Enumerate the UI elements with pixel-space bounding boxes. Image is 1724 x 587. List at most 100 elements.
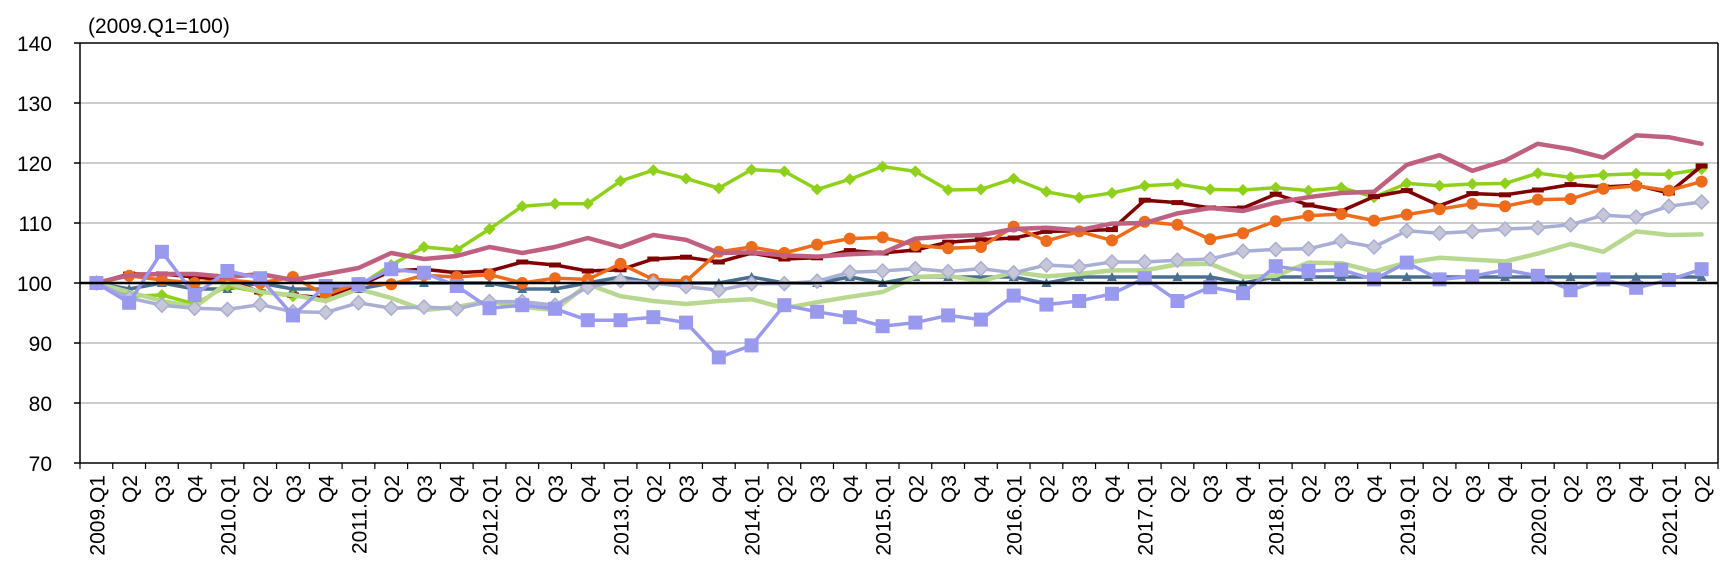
data-point — [680, 254, 693, 260]
series-8 — [89, 244, 1709, 365]
data-point — [1693, 193, 1710, 211]
data-point — [1531, 193, 1544, 206]
data-point — [940, 263, 957, 280]
data-point — [1269, 181, 1282, 194]
data-point — [843, 248, 856, 254]
data-point — [1660, 198, 1677, 215]
data-point — [252, 296, 269, 313]
data-point — [1072, 294, 1087, 308]
data-point — [515, 298, 530, 313]
data-point — [1074, 272, 1085, 281]
data-point — [1499, 200, 1512, 213]
x-tick-label: Q2 — [1299, 475, 1322, 503]
x-tick-label: Q2 — [774, 475, 797, 503]
data-point — [1465, 269, 1480, 284]
x-tick-label: 2013.Q1 — [611, 475, 634, 556]
data-point — [1269, 191, 1282, 197]
data-point — [842, 310, 857, 325]
data-point — [549, 197, 562, 210]
x-tick-label: Q3 — [1069, 475, 1092, 503]
data-point — [1399, 255, 1414, 270]
data-point — [1466, 197, 1479, 210]
data-point — [1103, 253, 1121, 271]
y-tick-label: 90 — [29, 333, 52, 356]
data-point — [1205, 272, 1216, 281]
x-tick-label: 2020.Q1 — [1528, 475, 1551, 556]
data-point — [581, 197, 594, 210]
data-point — [1038, 256, 1055, 274]
data-point — [1400, 177, 1413, 190]
data-point — [1073, 191, 1086, 204]
x-tick-label: Q3 — [545, 475, 568, 503]
data-point — [1071, 258, 1088, 275]
data-point — [1628, 208, 1645, 226]
data-point — [876, 160, 889, 173]
x-tick-label: Q4 — [185, 475, 208, 503]
data-point — [1106, 272, 1117, 281]
data-point — [220, 264, 235, 278]
y-tick-label: 80 — [29, 393, 52, 416]
data-point — [941, 308, 956, 323]
data-point — [187, 288, 202, 302]
data-point — [1302, 209, 1315, 222]
data-point — [1695, 175, 1708, 188]
data-point — [1563, 283, 1578, 298]
x-tick-label: 2011.Q1 — [348, 475, 371, 554]
series-line — [94, 133, 1704, 286]
data-point — [219, 301, 236, 318]
data-point — [1694, 262, 1709, 277]
data-point — [1105, 187, 1118, 199]
x-axis-tick-labels: 2009.Q1 Q2 Q3 Q4 2010.Q1 Q2 Q3 Q4 2011.Q1 Q2 Q3 Q4 2… — [86, 475, 1714, 556]
x-tick-label: Q2 — [381, 475, 404, 503]
data-point — [1302, 184, 1315, 197]
x-tick-label: Q2 — [1036, 475, 1059, 503]
data-point — [843, 173, 856, 186]
data-point — [1335, 181, 1348, 194]
data-point — [1204, 233, 1217, 246]
data-point — [1496, 220, 1514, 238]
data-point — [1039, 297, 1054, 312]
data-point — [974, 241, 987, 253]
data-point — [1401, 272, 1412, 281]
x-tick-label: Q4 — [1102, 475, 1125, 503]
x-tick-label: Q4 — [1233, 475, 1256, 503]
data-point — [811, 183, 824, 196]
data-point — [710, 282, 727, 299]
x-tick-label: Q2 — [643, 475, 666, 503]
data-point — [1137, 271, 1152, 286]
data-point — [1499, 177, 1512, 190]
data-point — [318, 279, 333, 293]
data-point — [516, 259, 529, 265]
data-point — [1301, 264, 1316, 278]
x-tick-label: Q4 — [971, 475, 994, 503]
data-point — [1564, 193, 1577, 205]
y-tick-label: 110 — [19, 213, 52, 236]
data-point — [1006, 288, 1021, 303]
data-point — [1498, 262, 1513, 277]
data-point — [1302, 202, 1315, 208]
data-point — [1696, 272, 1707, 281]
data-point — [942, 184, 955, 196]
data-point — [1236, 184, 1249, 196]
x-tick-label: Q2 — [512, 475, 535, 503]
data-point — [1236, 227, 1249, 240]
x-tick-label: Q2 — [1430, 475, 1453, 503]
data-point — [712, 182, 725, 195]
y-tick-label: 120 — [17, 153, 52, 176]
data-point — [1431, 225, 1448, 242]
data-point — [744, 338, 759, 353]
data-point — [1564, 171, 1577, 184]
data-point — [1136, 253, 1153, 271]
x-tick-label: 2017.Q1 — [1135, 475, 1158, 556]
data-point — [613, 313, 628, 328]
data-point — [449, 279, 464, 293]
x-tick-label: 2018.Q1 — [1266, 475, 1289, 556]
data-point — [1040, 185, 1053, 198]
data-point — [384, 262, 399, 277]
data-point — [811, 238, 824, 251]
data-point — [1466, 178, 1479, 190]
gridlines — [74, 42, 1719, 469]
x-tick-label: Q3 — [1200, 475, 1223, 503]
data-point — [1040, 228, 1053, 234]
